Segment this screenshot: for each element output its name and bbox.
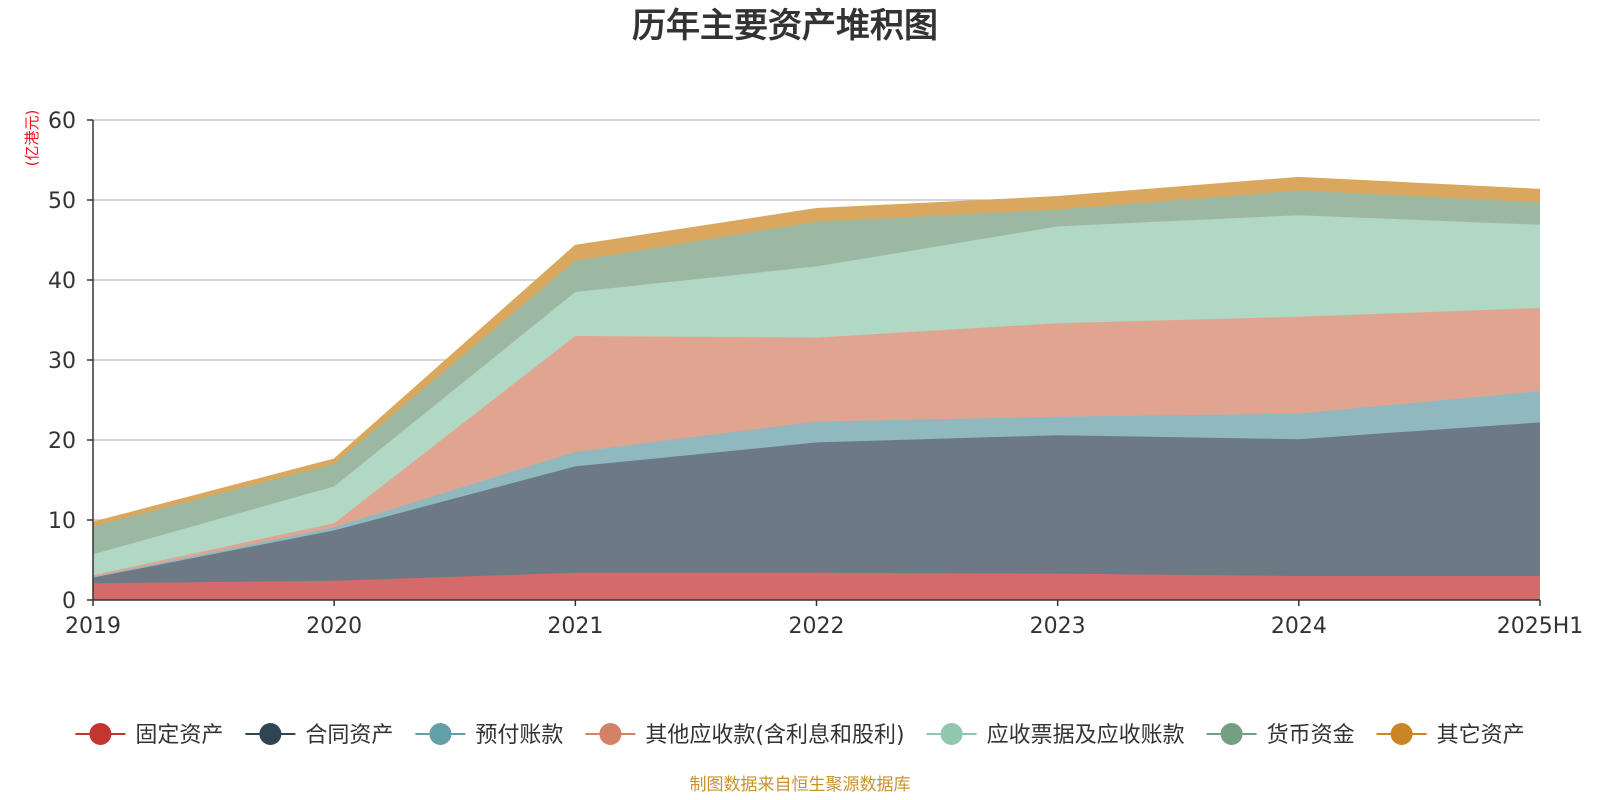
x-tick-label: 2020	[306, 614, 362, 639]
legend-marker-icon	[259, 723, 282, 745]
data-source-note: 制图数据来自恒生聚源数据库	[690, 775, 911, 795]
legend-item-0[interactable]: 固定资产	[75, 723, 223, 748]
legend-marker-icon	[599, 723, 622, 745]
legend-marker-icon	[89, 723, 112, 745]
y-tick-label: 10	[48, 509, 76, 534]
area-series-4	[93, 215, 1540, 576]
x-tick-label: 2022	[789, 614, 845, 639]
y-tick-label: 50	[48, 189, 76, 214]
legend-marker-icon	[1220, 723, 1243, 745]
y-tick-label: 60	[48, 109, 76, 134]
legend-label: 应收票据及应收账款	[987, 723, 1185, 748]
chart-title: 历年主要资产堆积图	[632, 6, 938, 46]
area-edge-6	[92, 176, 1541, 524]
legend-item-4[interactable]: 应收票据及应收账款	[926, 723, 1185, 748]
y-tick-label: 20	[48, 429, 76, 454]
y-tick-label: 30	[48, 349, 76, 374]
legend-label: 其它资产	[1437, 723, 1525, 748]
legend-item-6[interactable]: 其它资产	[1376, 723, 1525, 748]
legend-marker-icon	[429, 723, 452, 745]
legend-label: 其他应收款(含利息和股利)	[645, 723, 904, 748]
legend: 固定资产 合同资产 预付账款 其他应收款(含利息和股利) 应收票据及应收账款 货币资金 其它…	[75, 723, 1525, 748]
y-tick-label: 0	[62, 589, 76, 614]
legend-label: 固定资产	[135, 723, 223, 748]
legend-label: 货币资金	[1267, 723, 1355, 748]
legend-item-5[interactable]: 货币资金	[1206, 723, 1355, 748]
x-tick-label: 2021	[547, 614, 603, 639]
y-axis-unit-label: (亿港元)	[23, 110, 41, 167]
legend-item-1[interactable]: 合同资产	[245, 723, 393, 748]
x-tick-label: 2019	[65, 614, 121, 639]
legend-marker-icon	[940, 723, 963, 745]
legend-label: 合同资产	[305, 723, 393, 748]
y-tick-label: 40	[48, 269, 76, 294]
area-series-2	[93, 391, 1540, 578]
legend-item-3[interactable]: 其他应收款(含利息和股利)	[585, 723, 905, 748]
axes: 0 10 20 30 40 50 60 2019 2020 2021 2022 2023 2024 202…	[48, 109, 1583, 639]
x-tick-label: 2023	[1030, 614, 1086, 639]
legend-label: 预付账款	[475, 723, 563, 748]
area-series-5	[93, 190, 1540, 555]
legend-item-2[interactable]: 预付账款	[415, 723, 563, 748]
area-series-1	[93, 422, 1540, 584]
x-tick-label: 2024	[1271, 614, 1327, 639]
stacked-areas	[92, 176, 1541, 600]
area-series-3	[93, 308, 1540, 577]
x-tick-label: 2025H1	[1497, 614, 1584, 639]
legend-marker-icon	[1390, 723, 1413, 745]
area-series-0	[93, 572, 1540, 600]
